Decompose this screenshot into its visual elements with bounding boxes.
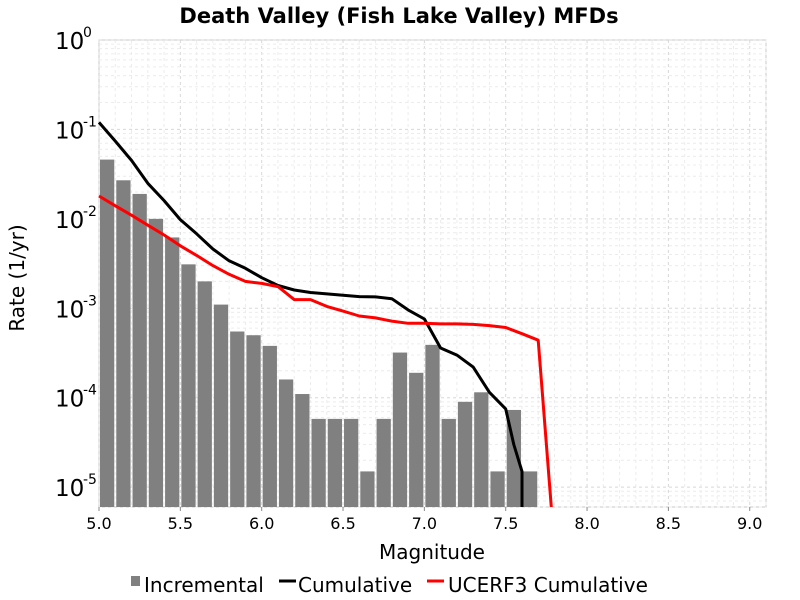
y-tick-exponent: 0 bbox=[83, 25, 92, 41]
x-tick-label: 8.5 bbox=[656, 514, 681, 533]
cumulative-line bbox=[97, 121, 524, 507]
y-tick-exponent: -1 bbox=[83, 114, 97, 130]
incremental-bar bbox=[425, 344, 440, 507]
legend-swatch-incremental bbox=[131, 576, 140, 586]
incremental-bar bbox=[457, 401, 473, 507]
y-tick-label: 10 bbox=[55, 208, 84, 234]
x-tick-label: 5.5 bbox=[168, 514, 193, 533]
incremental-bar bbox=[262, 345, 277, 507]
y-tick-exponent: -5 bbox=[83, 472, 97, 488]
incremental-bar bbox=[311, 418, 326, 507]
y-tick-label: 10 bbox=[55, 297, 84, 323]
incremental-bar bbox=[441, 418, 456, 507]
x-tick-label: 7.5 bbox=[493, 514, 518, 533]
x-tick-label: 9.0 bbox=[737, 514, 762, 533]
incremental-bar bbox=[197, 281, 212, 507]
incremental-bar bbox=[409, 372, 424, 507]
y-tick-label: 10 bbox=[55, 118, 84, 144]
y-tick-label: 10 bbox=[55, 29, 84, 55]
legend-label: Incremental bbox=[144, 573, 264, 597]
y-tick-exponent: -2 bbox=[83, 204, 97, 220]
incremental-bar bbox=[392, 352, 408, 507]
cumulative-lines bbox=[97, 121, 553, 508]
x-tick-label: 6.5 bbox=[330, 514, 355, 533]
incremental-bar bbox=[490, 471, 505, 507]
x-tick-label: 5.0 bbox=[86, 514, 111, 533]
x-tick-label: 8.0 bbox=[574, 514, 599, 533]
incremental-bar bbox=[148, 218, 164, 507]
incremental-bar bbox=[522, 471, 538, 507]
x-tick-label: 7.0 bbox=[412, 514, 437, 533]
incremental-bar bbox=[230, 331, 245, 507]
incremental-bar bbox=[165, 237, 180, 507]
incremental-bars bbox=[100, 159, 538, 507]
incremental-bar bbox=[474, 392, 489, 507]
incremental-bar bbox=[376, 418, 391, 507]
y-tick-exponent: -3 bbox=[83, 293, 97, 309]
incremental-bar bbox=[295, 394, 310, 507]
incremental-bar bbox=[132, 193, 147, 507]
incremental-bar bbox=[116, 180, 131, 507]
incremental-bar bbox=[181, 264, 196, 507]
incremental-bar bbox=[278, 379, 294, 507]
x-axis-label: Magnitude bbox=[379, 540, 485, 564]
incremental-bar bbox=[213, 304, 229, 507]
legend-label: Cumulative bbox=[298, 573, 412, 597]
incremental-bar bbox=[327, 418, 343, 507]
y-axis-label: Rate (1/yr) bbox=[5, 224, 29, 331]
legend-label: UCERF3 Cumulative bbox=[448, 573, 648, 597]
y-tick-label: 10 bbox=[55, 476, 84, 502]
incremental-bar bbox=[100, 159, 115, 507]
y-tick-label: 10 bbox=[55, 387, 84, 413]
y-tick-exponent: -4 bbox=[83, 383, 97, 399]
ucerf3-cumulative-line bbox=[98, 194, 553, 508]
chart-title: Death Valley (Fish Lake Valley) MFDs bbox=[179, 4, 618, 28]
incremental-bar bbox=[360, 471, 375, 507]
incremental-bar bbox=[344, 418, 359, 507]
x-tick-label: 6.0 bbox=[249, 514, 274, 533]
legend: Incremental Cumulative UCERF3 Cumulative bbox=[131, 573, 648, 597]
x-axis-ticks: 5.0 5.5 6.0 6.5 7.0 7.5 8.0 8.5 9.0 bbox=[86, 507, 762, 533]
incremental-bar bbox=[246, 335, 261, 507]
